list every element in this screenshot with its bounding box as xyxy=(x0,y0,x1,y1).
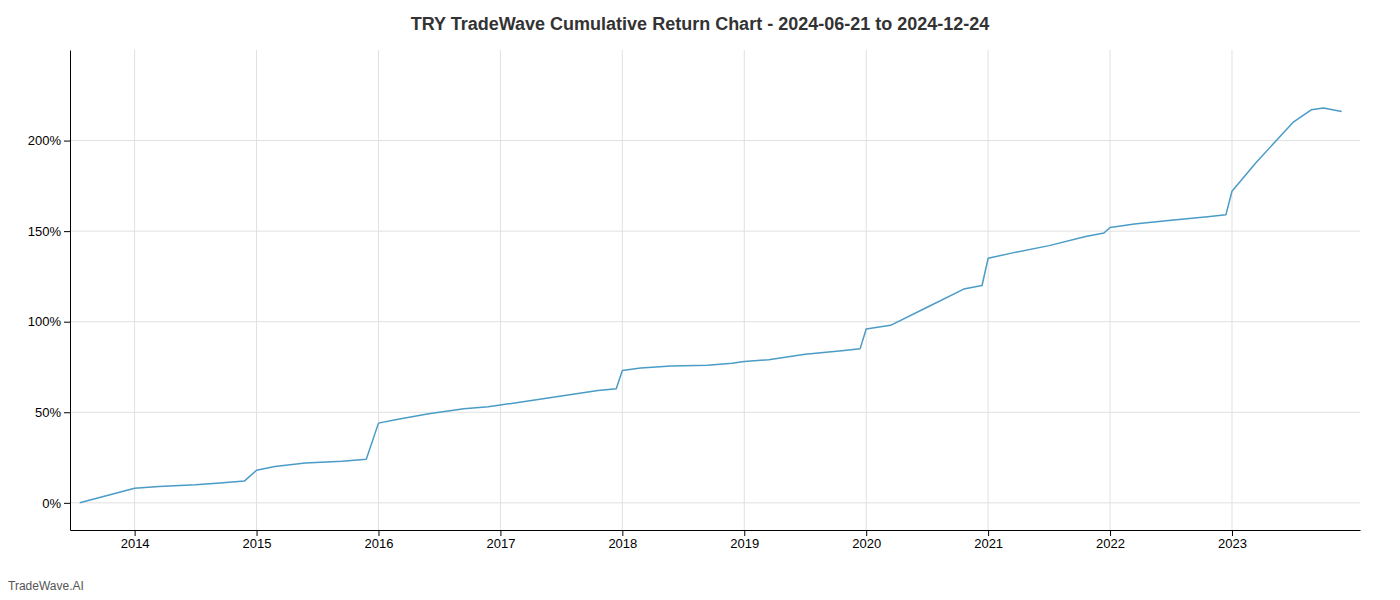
chart: 2014 2015 2016 2017 2018 2019 2020 2021 2022 2023… xyxy=(0,0,1400,600)
x-grid-line xyxy=(134,50,135,530)
x-tick: 2016 xyxy=(365,530,394,551)
y-grid-line xyxy=(70,231,1360,232)
x-grid-line xyxy=(378,50,379,530)
x-tick-mark xyxy=(988,530,989,536)
x-tick-label: 2022 xyxy=(1096,536,1125,551)
title: TRY TradeWave Cumulative Return Chart - … xyxy=(411,14,990,34)
y-tick-label: 50% xyxy=(35,405,61,420)
x-tick-label: 2015 xyxy=(243,536,272,551)
x-grid-line xyxy=(866,50,867,530)
y-tick-label: 200% xyxy=(28,133,62,148)
x-tick-label: 2023 xyxy=(1218,536,1247,551)
y-tick-mark xyxy=(64,503,70,504)
x-tick-mark xyxy=(500,530,501,536)
x-tick-label: 2020 xyxy=(852,536,881,551)
x-tick: 2014 xyxy=(121,530,150,551)
x-tick-mark xyxy=(1232,530,1233,536)
y-grid-line xyxy=(70,321,1360,322)
x-tick-label: 2021 xyxy=(974,536,1003,551)
y-grid-line xyxy=(70,502,1360,503)
x-tick-mark xyxy=(378,530,379,536)
y-axis-line xyxy=(70,51,71,531)
x-tick: 2018 xyxy=(608,530,637,551)
y-grid-line xyxy=(70,412,1360,413)
grid xyxy=(70,50,1360,530)
x-grid-line xyxy=(744,50,745,530)
x-tick: 2019 xyxy=(730,530,759,551)
y-axis: 0% 50% 100% 150% 200% xyxy=(28,51,71,531)
marks xyxy=(80,108,1342,503)
x-tick-mark xyxy=(1110,530,1111,536)
x-tick-mark xyxy=(135,530,136,536)
y-tick: 150% xyxy=(28,224,70,239)
x-grid-line xyxy=(622,50,623,530)
y-tick-mark xyxy=(64,322,70,323)
x-tick: 2017 xyxy=(486,530,515,551)
line xyxy=(80,108,1342,503)
x-tick: 2022 xyxy=(1096,530,1125,551)
y-tick-mark xyxy=(64,141,70,142)
annotation: TradeWave.AI xyxy=(8,579,84,593)
x-grid-line xyxy=(1231,50,1232,530)
x-axis: 2014 2015 2016 2017 2018 2019 2020 2021 2022 2023 xyxy=(71,530,1361,551)
y-grid-line xyxy=(70,140,1360,141)
x-tick: 2021 xyxy=(974,530,1003,551)
y-tick-mark xyxy=(64,231,70,232)
x-tick-label: 2017 xyxy=(486,536,515,551)
x-grid-line xyxy=(256,50,257,530)
x-tick-label: 2014 xyxy=(121,536,150,551)
x-axis-line xyxy=(71,530,1361,531)
x-tick-label: 2018 xyxy=(608,536,637,551)
x-tick: 2020 xyxy=(852,530,881,551)
y-tick-label: 100% xyxy=(28,314,62,329)
x-tick-label: 2019 xyxy=(730,536,759,551)
x-tick-mark xyxy=(622,530,623,536)
x-grid-line xyxy=(1110,50,1111,530)
x-grid-line xyxy=(500,50,501,530)
y-tick-label: 0% xyxy=(42,495,61,510)
y-tick: 200% xyxy=(28,133,70,148)
y-tick: 0% xyxy=(42,495,70,510)
x-tick-mark xyxy=(744,530,745,536)
y-tick-label: 150% xyxy=(28,224,62,239)
x-tick-mark xyxy=(257,530,258,536)
y-tick: 50% xyxy=(35,405,70,420)
x-tick-mark xyxy=(866,530,867,536)
x-tick-label: 2016 xyxy=(365,536,394,551)
x-grid-line xyxy=(988,50,989,530)
y-tick-mark xyxy=(64,412,70,413)
plot-area: 2014 2015 2016 2017 2018 2019 2020 2021 2022 2023… xyxy=(28,50,1361,551)
x-tick: 2023 xyxy=(1218,530,1247,551)
y-tick: 100% xyxy=(28,314,70,329)
x-tick: 2015 xyxy=(243,530,272,551)
